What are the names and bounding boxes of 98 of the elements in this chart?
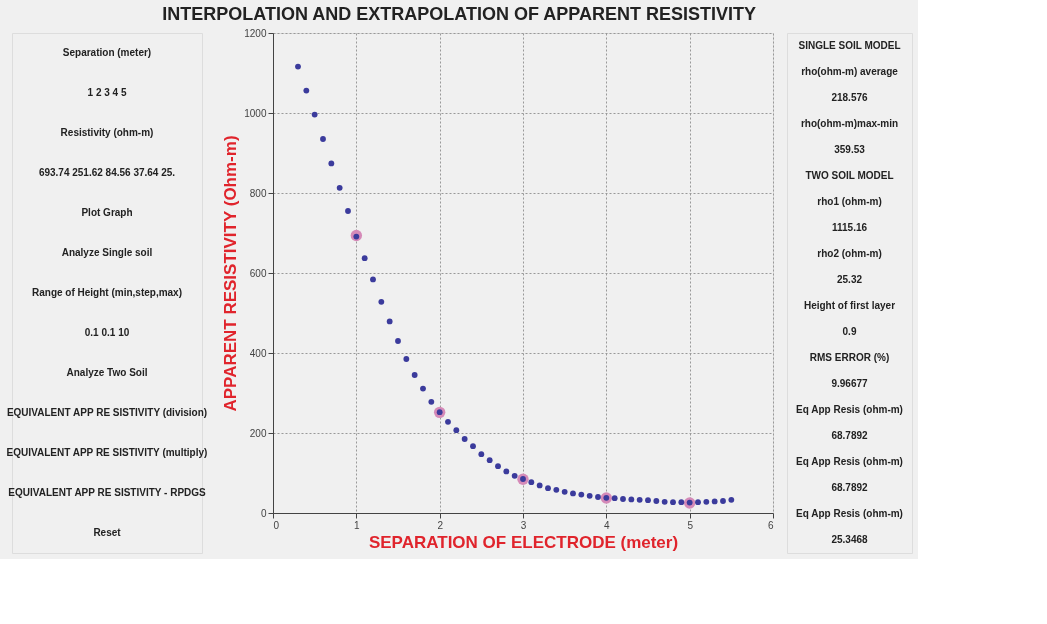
y-tick-label: 400 [249,347,267,359]
text: Separation (meter) [62,47,152,58]
point [720,498,726,504]
point [595,494,601,500]
text: rho1 (ohm-m) [817,196,882,207]
text: Reset [93,527,122,538]
point [295,63,301,70]
x-tick-label: 3 [520,519,527,531]
point [420,385,426,392]
point [336,184,343,191]
point [553,486,560,493]
point [611,495,618,502]
text: EQUIVALENT APP RE SISTIVITY (multiply) [6,447,208,458]
point [636,496,643,503]
point [495,463,501,470]
point [570,490,576,497]
point [461,436,468,442]
text: SINGLE SOIL MODEL [798,40,901,51]
x-tick-label: 2 [437,519,444,531]
x-axis-title: SEPARATION OF ELECTRODE (meter) [368,532,679,552]
point [653,498,660,504]
x-tick-label: 0 [273,519,280,531]
point [628,496,635,503]
point [503,468,510,475]
x-tick-label: 4 [604,519,611,531]
text: TWO SOIL MODEL [805,170,894,181]
point [678,499,685,506]
text: 68.7892 [831,482,869,493]
text: Eq App Resis (ohm-m) [796,508,903,519]
y-tick-label: 600 [249,267,267,279]
x-tick-label: 6 [767,519,774,531]
point [536,482,543,489]
point [445,418,451,425]
y-tick-label: 1200 [244,27,267,39]
point [428,398,435,405]
point [661,498,668,505]
point [378,298,385,305]
point [486,457,493,464]
text: Range of Height (min,step,max) [31,287,183,298]
text: 1115.16 [831,222,868,233]
point [470,443,476,450]
text: Height of first layer [803,300,896,311]
point [345,208,351,214]
chart-title: INTERPOLATION AND EXTRAPOLATION OF APPARENT RESISTIVITY [162,3,756,24]
x-tick-label: 5 [687,519,694,531]
y-axis-title: APPARENT RESISTIVITY (Ohm-m) [221,135,241,412]
text: 1 2 3 4 5 [87,87,127,98]
point [361,255,368,262]
point [695,499,701,506]
text: rho(ohm-m)max-min [800,118,899,129]
point [370,276,376,283]
y-tick-label: 0 [260,507,267,519]
point [561,488,568,495]
point [578,491,585,498]
text: Plot Graph [81,207,133,218]
point [620,496,626,502]
text: EQUIVALENT APP RE SISTIVITY - RPDGS [8,487,207,498]
point [511,472,518,479]
point [411,372,418,378]
text: 0.9 [842,326,857,337]
text: Resistivity (ohm-m) [60,127,154,138]
text: RMS ERROR (%) [809,352,890,363]
point [303,87,310,94]
point [528,479,535,486]
y-tick-label: 200 [249,427,267,439]
point [320,136,326,142]
point [478,451,485,458]
text: Eq App Resis (ohm-m) [796,456,903,467]
point [386,318,393,325]
text: 68.7892 [831,430,869,441]
text: rho2 (ohm-m) [817,248,882,259]
text: EQUIVALENT APP RE SISTIVITY (division) [6,407,208,418]
text: 693.74 251.62 84.56 37.64 25. [38,167,176,178]
y-tick-label: 800 [249,187,267,199]
text: Analyze Two Soil [66,367,148,378]
text: rho(ohm-m) average [801,66,899,77]
point [328,160,335,167]
point [703,498,710,505]
point [311,111,318,118]
point [453,427,460,434]
text: 218.576 [831,92,869,103]
point [395,338,401,344]
text: 0.1 0.1 10 [84,327,130,338]
text: 25.3468 [831,534,869,545]
point [545,485,551,492]
point [586,492,593,499]
text: 9.96677 [831,378,869,389]
text: Eq App Resis (ohm-m) [796,404,903,415]
point [728,496,735,503]
point [403,356,410,362]
y-tick-label: 1000 [244,107,267,119]
point [645,497,651,504]
point [711,498,718,505]
text: Analyze Single soil [61,247,153,258]
point [670,499,676,506]
text: 359.53 [834,144,866,155]
text: 25.32 [836,274,863,285]
x-tick-label: 1 [354,519,361,531]
